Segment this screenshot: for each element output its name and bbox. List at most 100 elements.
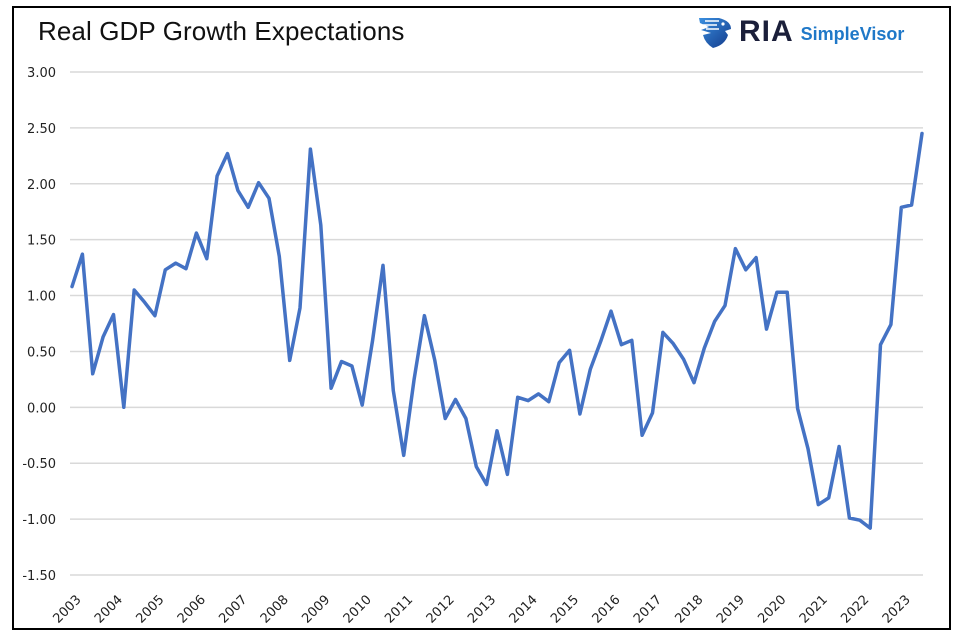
data-point <box>723 304 727 308</box>
data-point <box>422 314 426 318</box>
data-point <box>609 309 613 313</box>
data-point <box>184 267 188 271</box>
data-point <box>433 358 437 362</box>
data-point <box>350 364 354 368</box>
data-point <box>619 343 623 347</box>
data-point <box>889 323 893 327</box>
x-tick-label: 2022 <box>838 593 872 627</box>
data-point <box>257 181 261 185</box>
y-axis-ticks: 3.00 2.50 2.00 1.50 1.00 0.50 0.00 -0.50 -1.00 -1… <box>22 66 56 584</box>
x-tick-label: 2003 <box>51 593 85 627</box>
data-point <box>246 205 250 209</box>
data-point <box>661 330 665 334</box>
data-point <box>381 263 385 267</box>
data-point <box>174 261 178 265</box>
series-line <box>70 131 924 530</box>
data-point <box>485 482 489 486</box>
data-point <box>557 361 561 365</box>
data-point <box>194 231 198 235</box>
y-tick-label: -1.00 <box>22 513 56 528</box>
data-point <box>391 389 395 393</box>
data-point <box>215 174 219 178</box>
data-point <box>827 496 831 500</box>
data-point <box>412 377 416 381</box>
data-point <box>858 518 862 522</box>
chart-title: Real GDP Growth Expectations <box>38 16 405 46</box>
x-tick-label: 2023 <box>880 593 914 627</box>
y-tick-label: 2.00 <box>27 178 56 193</box>
data-point <box>402 453 406 457</box>
x-tick-label: 2013 <box>465 593 499 627</box>
data-point <box>443 417 447 421</box>
y-tick-label: -1.50 <box>22 569 56 584</box>
data-point <box>847 516 851 520</box>
x-tick-label: 2007 <box>216 593 250 627</box>
data-point <box>796 406 800 410</box>
x-tick-label: 2018 <box>672 593 706 627</box>
data-point <box>101 335 105 339</box>
chart-frame <box>12 6 951 630</box>
data-point <box>547 400 551 404</box>
data-point <box>143 300 147 304</box>
data-point <box>568 348 572 352</box>
data-point <box>91 372 95 376</box>
data-point <box>277 254 281 258</box>
data-point <box>80 252 84 256</box>
data-point <box>630 338 634 342</box>
data-point <box>474 465 478 469</box>
x-axis-ticks: 2003 2004 2005 2006 2007 2008 2009 2010 2011 2012… <box>51 593 914 627</box>
data-point <box>236 188 240 192</box>
data-point <box>899 205 903 209</box>
x-tick-label: 2012 <box>424 593 458 627</box>
data-point <box>910 203 914 207</box>
data-point <box>205 257 209 261</box>
y-tick-label: 3.00 <box>27 66 56 81</box>
data-point <box>319 223 323 227</box>
data-point <box>920 131 924 135</box>
data-point <box>588 367 592 371</box>
data-point <box>111 313 115 317</box>
data-point <box>578 412 582 416</box>
data-point <box>153 314 157 318</box>
data-point <box>340 360 344 364</box>
data-point <box>713 319 717 323</box>
ria-simplevisor-logo: RIA SimpleVisor <box>697 14 904 50</box>
data-point <box>806 447 810 451</box>
y-tick-label: 2.50 <box>27 122 56 137</box>
data-point <box>599 339 603 343</box>
y-tick-label: 1.50 <box>27 234 56 249</box>
x-tick-label: 2015 <box>548 593 582 627</box>
data-point <box>765 327 769 331</box>
y-tick-label: 0.50 <box>27 345 56 360</box>
data-point <box>360 403 364 407</box>
x-tick-label: 2016 <box>590 593 624 627</box>
data-point <box>132 288 136 292</box>
y-tick-label: 0.00 <box>27 401 56 416</box>
data-point <box>671 342 675 346</box>
x-tick-label: 2006 <box>175 593 209 627</box>
data-point <box>516 395 520 399</box>
data-point <box>70 285 74 289</box>
data-point <box>785 290 789 294</box>
data-point <box>682 357 686 361</box>
data-point <box>163 268 167 272</box>
eagle-shield-icon <box>699 18 731 48</box>
logo-brand-text: RIA <box>739 15 794 48</box>
data-point <box>495 429 499 433</box>
data-point <box>879 343 883 347</box>
x-tick-label: 2010 <box>341 593 375 627</box>
data-point <box>837 444 841 448</box>
data-point <box>505 472 509 476</box>
data-point <box>816 503 820 507</box>
data-point <box>267 196 271 200</box>
data-point <box>329 386 333 390</box>
data-point <box>288 358 292 362</box>
x-tick-label: 2014 <box>507 593 541 627</box>
x-tick-label: 2017 <box>631 593 665 627</box>
data-point <box>371 338 375 342</box>
x-tick-label: 2005 <box>133 593 167 627</box>
data-point <box>454 398 458 402</box>
data-point <box>122 405 126 409</box>
data-point <box>692 381 696 385</box>
